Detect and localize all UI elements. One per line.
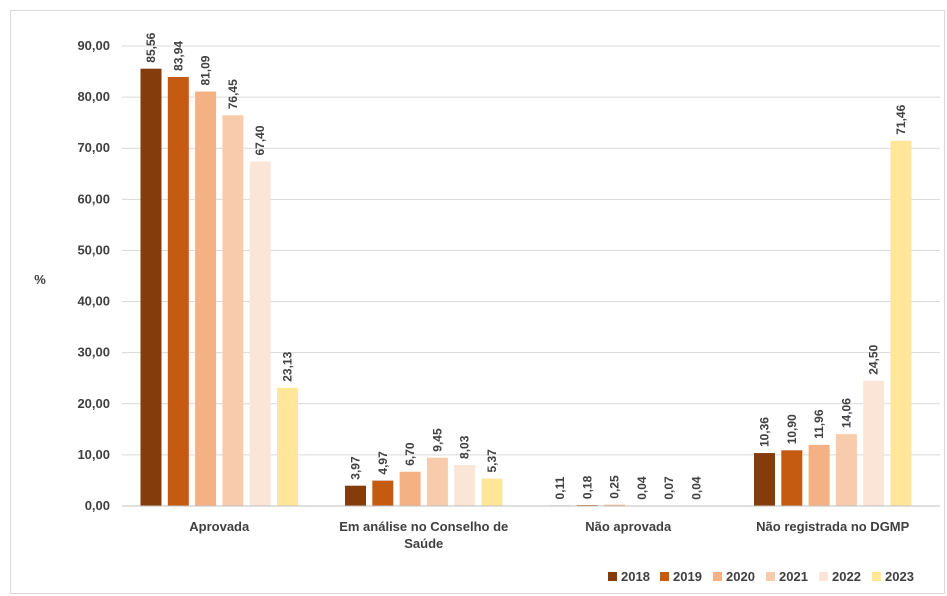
legend-swatch: [660, 572, 669, 581]
legend-swatch: [608, 572, 617, 581]
data-label: 0,25: [608, 475, 622, 499]
data-label: 10,90: [785, 414, 799, 444]
y-tick-label: 50,00: [77, 242, 110, 257]
category-label: Não aprovada: [585, 519, 672, 534]
bar: [345, 485, 366, 506]
bar: [140, 68, 162, 507]
data-labels: 85,56 83,94 81,09 76,45 67,40 23,13 3,97 4,97 6,…: [144, 32, 908, 499]
bar: [277, 387, 298, 506]
category-label: Em análise no Conselho de Saúde: [339, 519, 508, 551]
bar: [454, 464, 476, 506]
legend: 2018 2019 2020 2021 2022 2023: [608, 569, 914, 584]
data-label: 0,04: [635, 476, 649, 500]
data-label: 9,45: [430, 428, 444, 452]
bar: [399, 471, 421, 506]
category-label: Não registrada no DGMP: [756, 519, 909, 534]
bar: [222, 115, 244, 506]
data-label: 11,96: [812, 409, 826, 439]
data-label: 4,97: [376, 451, 390, 475]
legend-swatch: [819, 572, 828, 581]
data-label: 24,50: [867, 344, 881, 374]
y-tick-label: 10,00: [77, 447, 110, 462]
y-tick-label: 80,00: [77, 89, 110, 104]
bar: [890, 140, 912, 506]
gridlines: [122, 45, 940, 456]
bar: [167, 76, 189, 507]
bar: [781, 450, 803, 506]
legend-label: 2018: [621, 569, 650, 584]
data-label: 76,45: [226, 79, 240, 109]
y-tick-label: 40,00: [77, 294, 110, 309]
legend-label: 2020: [726, 569, 755, 584]
bar: [481, 478, 503, 506]
bars: [140, 68, 912, 507]
legend-label: 2022: [832, 569, 861, 584]
y-tick-label: 30,00: [77, 345, 110, 360]
legend-label: 2021: [779, 569, 808, 584]
legend-swatch: [872, 572, 881, 581]
legend-label: 2019: [673, 569, 702, 584]
bar: [249, 161, 271, 506]
data-label: 10,36: [758, 417, 772, 447]
data-label: 85,56: [144, 32, 158, 62]
data-label: 83,94: [171, 41, 185, 71]
bar: [863, 380, 885, 506]
bar: [754, 453, 775, 506]
category-label: Aprovada: [189, 519, 250, 534]
data-label: 0,04: [690, 476, 704, 500]
data-label: 6,70: [403, 442, 417, 466]
bar: [195, 91, 217, 506]
data-label: 8,03: [458, 435, 472, 459]
bar: [604, 504, 626, 506]
legend-swatch: [766, 572, 775, 581]
data-label: 0,11: [553, 476, 567, 499]
y-tick-label: 90,00: [77, 38, 110, 53]
data-label: 14,06: [839, 398, 853, 428]
data-label: 0,18: [580, 475, 594, 499]
data-label: 5,37: [485, 449, 499, 473]
data-label: 3,97: [349, 456, 363, 480]
y-tick-label: 20,00: [77, 396, 110, 411]
data-label: 0,07: [662, 476, 676, 500]
y-tick-label: 60,00: [77, 191, 110, 206]
y-axis-unit-label: %: [34, 272, 46, 287]
bar: [426, 457, 448, 506]
y-axis-ticks: 0,00 10,00 20,00 30,00 40,00 50,00 60,00 70,00 8…: [77, 38, 110, 513]
bar: [372, 480, 394, 506]
bar: [808, 444, 830, 506]
legend-label: 2023: [885, 569, 914, 584]
y-tick-label: 70,00: [77, 140, 110, 155]
chart-frame: [10, 10, 945, 594]
legend-swatch: [713, 572, 722, 581]
data-label: 23,13: [281, 351, 295, 381]
data-label: 67,40: [253, 125, 267, 155]
category-labels: Aprovada Em análise no Conselho de Saúde Nã…: [189, 519, 909, 551]
bar: [835, 434, 857, 506]
y-tick-label: 0,00: [85, 498, 110, 513]
data-label: 71,46: [894, 104, 908, 134]
data-label: 81,09: [199, 55, 213, 85]
